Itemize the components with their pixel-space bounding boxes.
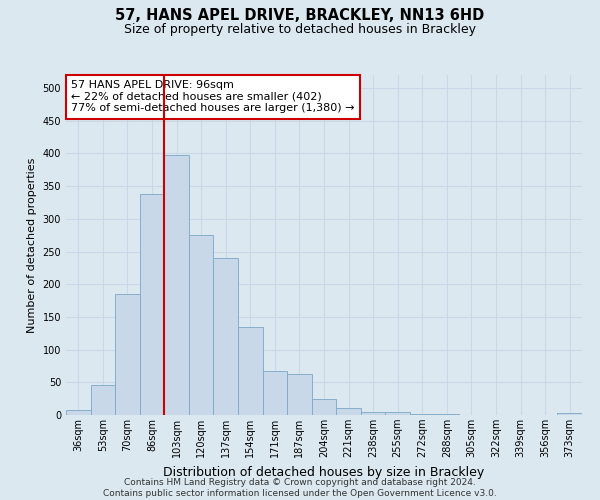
Bar	[238, 326, 263, 415]
Bar	[66, 410, 91, 415]
Bar	[164, 155, 189, 415]
Bar	[312, 398, 336, 415]
Bar	[385, 412, 410, 415]
Bar	[410, 414, 434, 415]
Bar	[91, 385, 115, 415]
Bar	[214, 258, 238, 415]
Bar	[115, 294, 140, 415]
Bar	[557, 413, 582, 415]
Bar	[361, 412, 385, 415]
Bar	[263, 370, 287, 415]
Text: Contains HM Land Registry data © Crown copyright and database right 2024.
Contai: Contains HM Land Registry data © Crown c…	[103, 478, 497, 498]
Bar	[336, 408, 361, 415]
Text: 57 HANS APEL DRIVE: 96sqm
← 22% of detached houses are smaller (402)
77% of semi: 57 HANS APEL DRIVE: 96sqm ← 22% of detac…	[71, 80, 355, 114]
Bar	[189, 235, 214, 415]
Bar	[287, 374, 312, 415]
Text: Size of property relative to detached houses in Brackley: Size of property relative to detached ho…	[124, 22, 476, 36]
Bar	[140, 194, 164, 415]
X-axis label: Distribution of detached houses by size in Brackley: Distribution of detached houses by size …	[163, 466, 485, 478]
Y-axis label: Number of detached properties: Number of detached properties	[27, 158, 37, 332]
Bar	[434, 414, 459, 415]
Text: 57, HANS APEL DRIVE, BRACKLEY, NN13 6HD: 57, HANS APEL DRIVE, BRACKLEY, NN13 6HD	[115, 8, 485, 22]
